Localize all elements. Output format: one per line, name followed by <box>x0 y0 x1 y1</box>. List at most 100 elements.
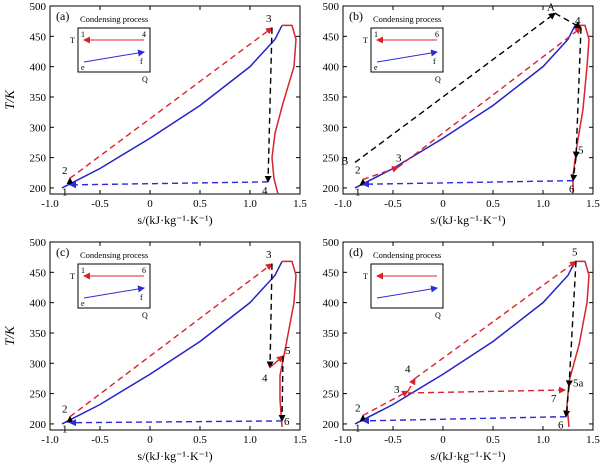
y-tick-label: 350 <box>30 328 47 340</box>
y-tick-label: 500 <box>323 1 340 13</box>
state-point-5a: 5a <box>573 377 584 389</box>
inset-axis-t: T <box>70 36 75 45</box>
x-tick-label: 0 <box>147 434 153 446</box>
state-point-3: 3 <box>266 13 272 25</box>
y-tick-label: 300 <box>30 122 47 134</box>
inset-point-e: e <box>81 299 85 308</box>
y-tick-label: 300 <box>323 122 340 134</box>
state-point-3: 3 <box>394 384 400 396</box>
x-tick-label: -1.0 <box>41 434 59 446</box>
y-tick-label: 200 <box>30 419 47 431</box>
state-point-1: 1 <box>355 423 361 435</box>
process-2-3 <box>69 27 273 179</box>
inset-cold-stream <box>83 49 145 63</box>
inset-point-1: 1 <box>81 266 85 275</box>
process-4-5 <box>269 355 284 369</box>
y-tick-label: 200 <box>323 183 340 195</box>
state-point-A: A <box>547 1 555 13</box>
y-tick-label: 250 <box>30 153 47 165</box>
saturated-liquid-line <box>61 261 283 425</box>
inset-title: Condensing process <box>80 250 148 260</box>
state-point-1: 1 <box>62 187 68 199</box>
x-tick-label: 0 <box>147 198 153 210</box>
y-tick-label: 450 <box>323 267 340 279</box>
process-3-7 <box>407 386 566 394</box>
state-point-6: 6 <box>558 420 564 432</box>
inset-frame <box>370 263 444 309</box>
y-tick-label: 350 <box>30 92 47 104</box>
state-point-2: 2 <box>355 402 361 414</box>
inset-condensing-process: Condensing process T Q 1 6 e f <box>70 250 151 320</box>
panel-c: -1.0 -0.5 0 0.5 1.0 1.5 200 250 300 350 400 450 500 s… <box>2 237 307 463</box>
inset-point-1: 1 <box>374 30 378 39</box>
plot-frame <box>49 5 301 195</box>
saturated-liquid-line <box>61 25 283 189</box>
inset-point-1: 1 <box>81 30 85 39</box>
x-tick-label: -1.0 <box>41 198 59 210</box>
process-6-1 <box>69 419 283 427</box>
saturated-vapor-line <box>271 24 297 195</box>
inset-title: Condensing process <box>80 14 148 24</box>
inset-condensing-process: Condensing process T Q <box>363 250 444 320</box>
inset-point-4: 4 <box>142 30 146 39</box>
panel-label: (d) <box>349 245 363 259</box>
panel-b: -1.0 -0.5 0 0.5 1.0 1.5 200 250 300 350 400 450 500 s… <box>323 1 600 227</box>
process-4-5 <box>414 260 577 380</box>
x-tick-label: 1.5 <box>293 434 307 446</box>
x-tick-label: 0.5 <box>193 198 207 210</box>
state-point-7: 7 <box>551 393 557 405</box>
process-2-3 <box>362 390 409 417</box>
inset-cold-stream <box>376 49 438 63</box>
inset-condensing-process: Condensing process T Q 1 6 e f <box>363 14 444 84</box>
y-tick-label: 250 <box>323 389 340 401</box>
state-point-6: 6 <box>284 416 290 428</box>
inset-point-6: 6 <box>142 266 146 275</box>
x-tick-label: 0.5 <box>486 198 500 210</box>
y-tick-label: 500 <box>30 1 47 13</box>
state-point-5: 5 <box>285 345 291 357</box>
x-tick-label: 1.0 <box>243 434 257 446</box>
y-tick-label: 450 <box>323 31 340 43</box>
state-point-6: 6 <box>569 184 575 196</box>
x-axis-label: s/(kJ·kg⁻¹·K⁻¹) <box>430 449 505 463</box>
inset-axis-q: Q <box>142 75 148 84</box>
x-tick-label: -0.5 <box>91 198 109 210</box>
state-point-3: 3 <box>266 249 272 261</box>
inset-point-f: f <box>140 293 143 302</box>
y-tick-label: 450 <box>30 31 47 43</box>
state-point-3: 3 <box>396 152 402 164</box>
x-tick-label: 1.0 <box>243 198 257 210</box>
panel-label: (c) <box>56 245 69 259</box>
process-5a-6 <box>563 386 571 418</box>
y-tick-label: 250 <box>323 153 340 165</box>
inset-axis-t: T <box>363 36 368 45</box>
y-axis-label: T/K <box>2 89 17 110</box>
inset-axis-t: T <box>363 272 368 281</box>
panel-a: -1.0 -0.5 0 0.5 1.0 1.5 200 250 300 350 400 450 500 s… <box>2 1 307 227</box>
state-point-4: 4 <box>575 15 581 27</box>
saturated-vapor-line <box>566 260 590 428</box>
inset-cold-stream <box>376 285 438 299</box>
plot-frame <box>342 5 594 195</box>
y-tick-label: 350 <box>323 328 340 340</box>
panel-label: (a) <box>56 9 69 23</box>
x-tick-label: 0.5 <box>486 434 500 446</box>
process-3-4 <box>266 263 274 369</box>
y-tick-label: 300 <box>323 358 340 370</box>
process-3-4 <box>397 27 582 168</box>
plot-frame <box>342 241 594 431</box>
state-point-2: 2 <box>355 164 361 176</box>
x-axis-label: s/(kJ·kg⁻¹·K⁻¹) <box>137 213 212 227</box>
x-tick-label: 1.0 <box>536 434 550 446</box>
inset-point-f: f <box>433 57 436 66</box>
inset-point-6: 6 <box>435 30 439 39</box>
y-tick-label: 300 <box>30 358 47 370</box>
saturated-liquid-line <box>354 261 576 425</box>
y-tick-label: 400 <box>323 62 340 74</box>
inset-axis-q: Q <box>435 311 441 320</box>
x-axis-label: s/(kJ·kg⁻¹·K⁻¹) <box>430 213 505 227</box>
x-tick-label: 1.5 <box>586 198 600 210</box>
process-4-5 <box>572 27 582 159</box>
inset-title: Condensing process <box>373 14 441 24</box>
